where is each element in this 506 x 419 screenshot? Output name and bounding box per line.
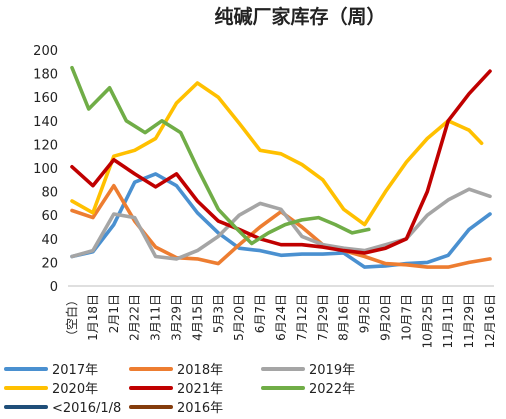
x-tick-label: 9月20日 [379, 294, 393, 341]
legend-label: 2021年 [177, 382, 223, 397]
y-tick-label: 0 [50, 280, 58, 295]
x-tick-label: 7月12日 [295, 294, 309, 341]
y-axis: 0 20 40 60 80 100 120 140 160 180 200 [33, 44, 58, 295]
legend-label: 2018年 [177, 363, 223, 378]
x-tick-label: 5月3日 [211, 294, 225, 333]
x-tick-label: 11月29日 [462, 294, 476, 349]
x-tick-label: 3月11日 [149, 294, 163, 341]
y-tick-label: 40 [41, 233, 58, 248]
x-tick-label: 6月24日 [274, 294, 288, 341]
y-tick-label: 20 [41, 256, 58, 271]
series-line [70, 65, 371, 246]
x-tick-label: 4月15日 [190, 294, 204, 341]
series-line [70, 187, 492, 261]
legend-label: 2019年 [309, 363, 355, 378]
legend-label: <2016/1/8 [52, 401, 121, 416]
x-tick-label: 2月22日 [128, 294, 142, 341]
x-tick-label: 10月7日 [399, 294, 413, 341]
x-tick-label: 10月25日 [420, 294, 434, 349]
x-tick-label: （空白） [64, 294, 79, 342]
x-tick-label: 1月18日 [86, 294, 100, 341]
x-tick-label: 5月20日 [232, 294, 246, 341]
legend-label: 2016年 [177, 401, 223, 416]
series-lines [70, 65, 492, 269]
series-line [70, 69, 492, 255]
legend-label: 2022年 [309, 382, 355, 397]
legend: 2017年 2018年 2019年 2020年 2021年 2022年 <2016/1/8 2… [4, 363, 355, 416]
x-tick-label: 2月1日 [107, 294, 121, 333]
y-tick-label: 160 [33, 91, 58, 106]
legend-label: 2020年 [52, 382, 98, 397]
y-tick-label: 200 [33, 44, 58, 59]
legend-label: 2017年 [52, 363, 98, 378]
x-tick-label: 3月29日 [170, 294, 184, 341]
x-tick-label: 12月16日 [483, 294, 497, 349]
x-tick-label: 6月7日 [253, 294, 267, 333]
y-tick-label: 120 [33, 138, 58, 153]
y-tick-label: 60 [41, 209, 58, 224]
y-tick-label: 100 [33, 162, 58, 177]
series-line [70, 81, 484, 227]
x-tick-label: 8月16日 [337, 294, 351, 341]
x-axis: （空白） 1月18日 2月1日 2月22日 3月11日 3月29日 4月15日 5月3日 5月2… [64, 285, 497, 349]
y-tick-label: 80 [41, 186, 58, 201]
y-tick-label: 140 [33, 115, 58, 130]
y-tick-label: 180 [33, 68, 58, 83]
x-tick-label: 7月29日 [316, 294, 330, 341]
x-tick-label: 11月11日 [441, 294, 455, 349]
chart-title: 纯碱厂家库存（周） [214, 5, 385, 28]
x-tick-label: 9月2日 [358, 294, 372, 333]
